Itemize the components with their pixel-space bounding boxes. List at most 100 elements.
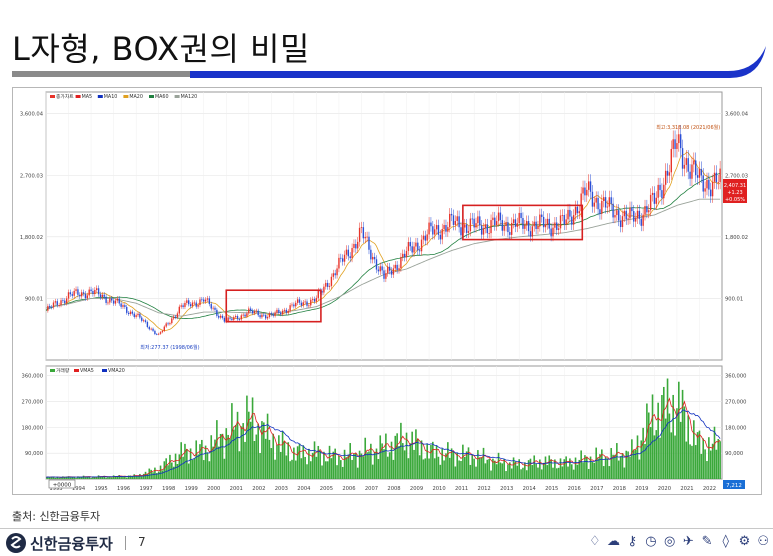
volume-bar	[394, 435, 397, 479]
volume-bar	[300, 458, 303, 479]
volume-bar	[535, 463, 537, 479]
volume-legend-label: 거래량	[56, 367, 70, 374]
volume-bar	[659, 437, 661, 479]
price-candle-body	[152, 328, 154, 331]
current-price-tag: 2,407.31 +1.23 +0.05%	[723, 179, 747, 203]
price-candle-body	[231, 318, 233, 320]
price-candle-body	[450, 213, 453, 216]
volume-bar	[229, 438, 231, 479]
volume-bar	[137, 475, 139, 479]
price-candle-body	[99, 294, 102, 298]
price-candle-body	[310, 299, 312, 306]
x-tick-label: 2009	[410, 486, 423, 492]
price-candle-body	[229, 317, 231, 319]
volume-bar	[636, 435, 639, 479]
price-candle-body	[659, 184, 661, 191]
price-candle-body	[285, 309, 288, 313]
price-candle-body	[197, 305, 199, 307]
volume-bar	[180, 442, 182, 479]
volume-bar	[210, 435, 213, 479]
volume-bar	[593, 462, 596, 479]
price-candle-body	[411, 246, 413, 253]
volume-bar	[691, 445, 693, 479]
volume-bar	[516, 465, 519, 479]
volume-bar	[52, 476, 55, 479]
price-candle-body	[139, 313, 141, 318]
price-candle-body	[242, 314, 244, 316]
price-candle-body	[317, 290, 319, 298]
price-candle-body	[373, 256, 376, 260]
price-candle-body	[154, 330, 156, 335]
x-tick-label: 2019	[635, 486, 648, 492]
volume-bar	[157, 471, 160, 479]
volume-bar	[400, 422, 402, 479]
volume-bar	[244, 441, 246, 479]
price-candle-body	[347, 249, 350, 257]
price-candle-body	[67, 292, 70, 299]
volume-bar	[159, 465, 162, 479]
price-candle-body	[109, 298, 111, 303]
volume-bar	[719, 441, 721, 479]
volume-bar	[371, 464, 374, 479]
volume-bar	[713, 426, 716, 479]
price-candle-body	[388, 266, 391, 271]
volume-bar	[259, 453, 261, 479]
price-candle-body	[133, 313, 135, 317]
people-icon: ⚇	[757, 534, 769, 549]
price-candle-body	[124, 305, 126, 307]
price-candle-body	[47, 305, 49, 311]
price-candle-body	[370, 249, 372, 260]
drop-icon: ◊	[722, 534, 729, 549]
price-candle-body	[186, 300, 188, 303]
volume-bar	[272, 433, 275, 479]
price-candle-body	[437, 225, 440, 235]
price-candle-body	[345, 249, 348, 255]
volume-bar	[94, 476, 96, 479]
price-candle-body	[661, 190, 663, 199]
price-tag-line-3: +0.05%	[725, 197, 745, 203]
price-candle-body	[520, 212, 522, 219]
x-tick-label: 2021	[680, 486, 693, 492]
price-candle-body	[176, 313, 179, 318]
price-candle-body	[501, 220, 503, 231]
volume-y-tick-label: 360,000	[22, 374, 43, 380]
volume-bar	[587, 468, 590, 479]
gear-icon: ⚙	[738, 534, 751, 549]
price-legend-swatch	[97, 95, 103, 98]
volume-bar	[396, 433, 398, 479]
volume-bar	[565, 456, 567, 479]
volume-bar	[370, 443, 372, 479]
volume-bar	[678, 381, 680, 479]
price-candle-body	[270, 313, 273, 315]
price-candle-body	[246, 313, 248, 317]
volume-bar	[448, 457, 451, 479]
volume-bar	[608, 466, 611, 479]
volume-bar	[614, 454, 616, 479]
volume-bar	[152, 472, 154, 479]
volume-bar	[264, 438, 267, 479]
price-candle-body	[460, 227, 462, 236]
price-candle-body	[283, 309, 286, 311]
price-candle-body	[135, 315, 137, 317]
price-candle-body	[385, 273, 387, 279]
price-candle-body	[400, 257, 402, 269]
volume-bar	[353, 453, 355, 479]
price-candle-body	[434, 229, 436, 235]
volume-bar	[693, 420, 695, 479]
price-candle-body	[621, 216, 624, 228]
volume-bar	[610, 448, 613, 479]
volume-bar	[75, 477, 77, 479]
price-candle-body	[522, 218, 524, 229]
price-candle-body	[447, 227, 449, 232]
x-tick-label: 2005	[320, 486, 333, 492]
price-candle-body	[366, 236, 368, 238]
volume-bar	[187, 463, 190, 479]
price-candle-body	[424, 235, 427, 241]
price-candle-body	[683, 164, 686, 169]
price-candle-body	[54, 301, 57, 303]
volume-bar	[351, 459, 353, 479]
price-candle-body	[360, 227, 363, 228]
volume-bar	[311, 452, 314, 479]
price-candle-body	[458, 216, 460, 228]
price-candle-body	[212, 307, 214, 309]
